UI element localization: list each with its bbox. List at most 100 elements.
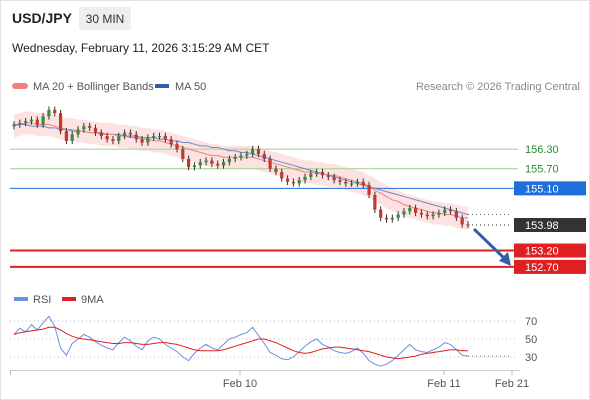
- candle-body: [384, 217, 389, 220]
- candle-body: [157, 136, 162, 138]
- candle-body: [88, 126, 92, 128]
- candle-body: [35, 119, 39, 125]
- candle-body: [70, 134, 74, 141]
- candle-body: [163, 136, 167, 140]
- forecast-arrow: [472, 227, 511, 266]
- candle-body: [268, 158, 272, 169]
- candle-body: [251, 149, 255, 154]
- candle-body: [297, 180, 301, 184]
- candle-body: [204, 160, 208, 163]
- ma20-legend-swatch: [12, 83, 28, 89]
- candle-body: [367, 185, 371, 195]
- candle-body: [53, 109, 57, 114]
- x-tick-label: Feb 21: [495, 378, 529, 390]
- candle-body: [280, 172, 284, 179]
- candle-body: [128, 132, 133, 135]
- candle-body: [140, 139, 144, 143]
- candle-body: [41, 116, 45, 125]
- ma20-legend-label: MA 20 + Bollinger Bands: [33, 81, 154, 93]
- candle-body: [349, 183, 354, 185]
- candle-body: [47, 109, 51, 117]
- candle-body: [134, 134, 138, 140]
- x-tick-label: Feb 10: [223, 378, 257, 390]
- rsi-ma-legend-label: 9MA: [81, 294, 104, 306]
- candle-body: [414, 208, 418, 213]
- candle-body: [419, 212, 424, 215]
- candle-body: [262, 154, 266, 159]
- rsi-ma-legend-swatch: [62, 297, 76, 301]
- candle-body: [373, 194, 377, 210]
- price-levels: [10, 148, 518, 268]
- candle-body: [93, 127, 98, 133]
- candle-body: [82, 126, 86, 130]
- level-tags: 156.30 155.70 155.10 153.20 152.70 153.98: [472, 144, 586, 274]
- candle-body: [175, 144, 179, 150]
- support-tag: [514, 243, 586, 258]
- candle-body: [396, 214, 400, 218]
- candle-body: [181, 149, 185, 159]
- x-tick-label: Feb 11: [427, 378, 460, 390]
- candle-body: [326, 175, 330, 177]
- candle-body: [12, 124, 16, 127]
- candle-body: [256, 149, 261, 154]
- candle-body: [117, 136, 121, 141]
- rsi-panel: 30 50 70: [10, 315, 537, 367]
- candle-body: [99, 132, 103, 136]
- candle-body: [192, 165, 197, 168]
- candle-body: [309, 173, 313, 177]
- rsi-legend-label: RSI: [33, 294, 51, 306]
- rsi-tick-label: 50: [525, 334, 537, 346]
- candle-body: [76, 129, 80, 135]
- candle-body: [390, 217, 394, 220]
- support-tag: [514, 259, 586, 274]
- candle-body: [29, 119, 34, 122]
- candle-body: [122, 132, 127, 136]
- candle-body: [227, 158, 231, 163]
- candle-body: [379, 209, 383, 218]
- candle-body: [355, 181, 360, 184]
- forecast-arrow-head: [499, 251, 511, 266]
- candle-body: [291, 181, 295, 184]
- candle-body: [448, 209, 453, 212]
- candle-body: [221, 162, 226, 166]
- support-label: 152.70: [525, 262, 559, 274]
- copyright-text: Research © 2026 Trading Central: [416, 81, 580, 93]
- candle-body: [216, 163, 220, 166]
- candle-body: [431, 214, 435, 217]
- timestamp: Wednesday, February 11, 2026 3:15:29 AM …: [12, 41, 270, 55]
- candle-body: [239, 155, 243, 158]
- last-price-tag: [514, 218, 586, 233]
- candle-body: [146, 137, 150, 143]
- candle-body: [437, 212, 441, 215]
- rsi-path: [13, 315, 469, 367]
- support-label: 153.20: [525, 246, 559, 258]
- candle-body: [64, 131, 68, 141]
- candle-body: [402, 211, 406, 215]
- candle-body: [285, 178, 290, 182]
- candle-body: [332, 176, 336, 181]
- last-price-label: 153.98: [525, 220, 559, 232]
- candle-body: [198, 162, 202, 166]
- candle-body: [58, 113, 63, 132]
- rsi-tick-label: 30: [525, 352, 537, 364]
- candle-body: [105, 136, 109, 140]
- candle-body: [344, 181, 348, 184]
- candle-body: [408, 208, 412, 212]
- candle-body: [315, 172, 319, 174]
- candle-body: [303, 176, 307, 181]
- rsi-legend-swatch: [14, 297, 28, 301]
- candle-body: [320, 172, 325, 176]
- candle-body: [245, 154, 249, 156]
- symbol-title: USD/JPY: [12, 10, 73, 26]
- ma50-legend-swatch: [155, 84, 169, 88]
- candle-body: [454, 211, 458, 218]
- candle-body: [425, 214, 429, 217]
- candle-body: [338, 180, 342, 182]
- timeframe-badge[interactable]: [79, 7, 131, 30]
- candle-body: [152, 136, 156, 138]
- candle-body: [169, 139, 173, 145]
- candle-body: [460, 217, 464, 225]
